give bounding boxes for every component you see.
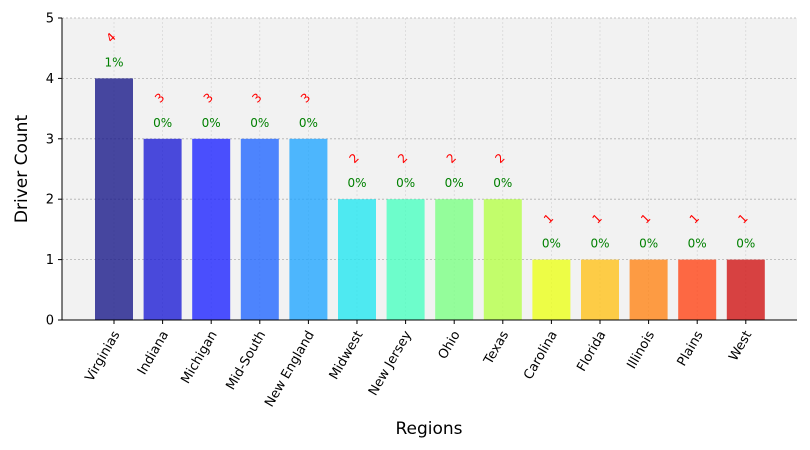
axes — [61, 18, 797, 321]
plot-area — [62, 18, 797, 320]
grid-lines — [62, 17, 797, 320]
bar-ohio — [435, 199, 474, 320]
percent-label: 0% — [542, 237, 561, 251]
percent-label: 0% — [250, 116, 269, 130]
bar-indiana — [143, 138, 182, 320]
x-tick-label: Indiana — [135, 329, 172, 378]
x-tick-label: New Jersey — [366, 328, 415, 398]
bar-florida — [581, 259, 619, 320]
percent-label: 0% — [396, 176, 415, 190]
y-tick-label: 5 — [46, 12, 54, 27]
percent-label: 0% — [688, 237, 707, 251]
x-tick-label: Ohio — [436, 328, 464, 362]
percent-label: 0% — [202, 116, 221, 130]
x-tick-label: Midwest — [327, 329, 367, 383]
bars — [95, 78, 765, 321]
x-tick-label: Illinois — [624, 328, 658, 371]
percent-label: 0% — [590, 237, 609, 251]
x-tick-label: Texas — [481, 328, 513, 368]
y-axis-title: Driver Count — [12, 115, 32, 224]
bar-mid-south — [240, 138, 279, 320]
bar-midwest — [338, 199, 376, 320]
percent-label: 0% — [639, 237, 658, 251]
x-tick-label: Carolina — [521, 329, 561, 383]
x-axis-title: Regions — [395, 419, 462, 439]
percent-label: 0% — [445, 176, 464, 190]
x-tick-label: Plains — [675, 328, 707, 369]
bar-virginias — [95, 78, 133, 321]
y-ticks: 0 1 2 3 4 5 — [46, 12, 62, 329]
bar-west — [726, 259, 765, 320]
x-tick-label: Florida — [574, 329, 609, 375]
y-tick-label: 1 — [46, 253, 54, 268]
x-tick-label: New England — [262, 329, 318, 410]
x-tick-label: Michigan — [179, 329, 221, 387]
percent-label: 0% — [347, 176, 366, 190]
bar-new-jersey — [386, 199, 425, 320]
percent-label: 0% — [493, 176, 512, 190]
bar-michigan — [192, 138, 231, 320]
percent-label: 0% — [153, 116, 172, 130]
percent-label: 0% — [736, 237, 755, 251]
y-tick-label: 3 — [46, 132, 54, 147]
percent-label: 0% — [299, 116, 318, 130]
percent-label: 1% — [104, 55, 123, 69]
y-tick-label: 0 — [46, 314, 54, 329]
bar-new-england — [289, 138, 328, 320]
bar-carolina — [532, 259, 571, 320]
x-tick-label: West — [726, 329, 755, 364]
bar-plains — [678, 259, 717, 320]
y-tick-label: 2 — [46, 193, 54, 208]
bar-illinois — [629, 259, 668, 320]
data-labels: 1%40%30%30%30%30%20%20%20%20%10%10%10%10… — [104, 30, 756, 251]
x-tick-label: Mid-South — [223, 329, 269, 393]
x-tick-label: Virginias — [83, 328, 124, 384]
y-tick-label: 4 — [46, 72, 54, 87]
bar-texas — [483, 199, 522, 320]
